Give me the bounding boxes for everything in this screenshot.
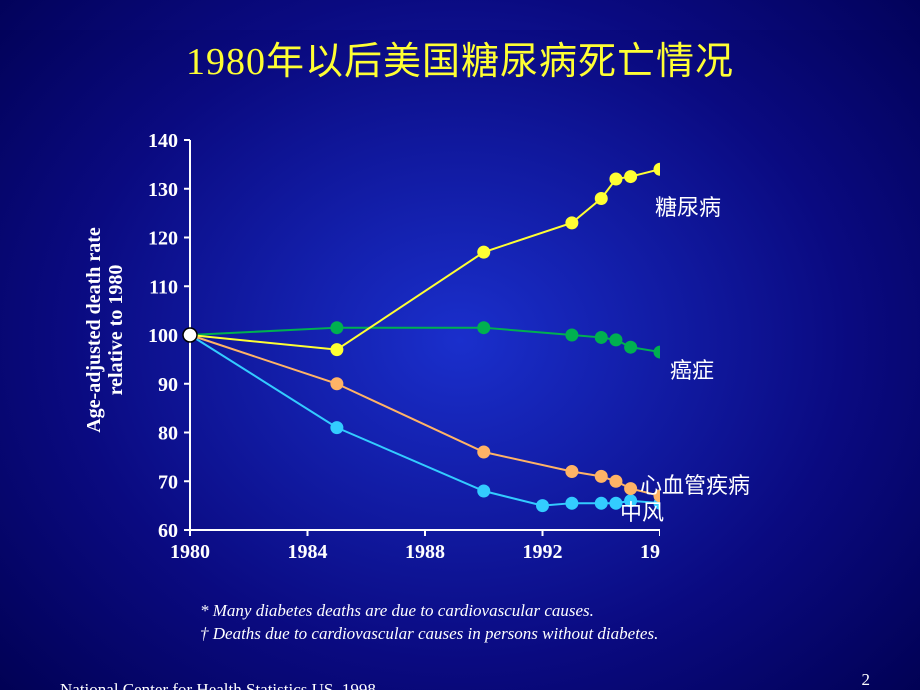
series-label-diabetes: 糖尿病	[655, 190, 721, 222]
svg-text:1992: 1992	[523, 541, 563, 563]
svg-text:90: 90	[158, 374, 178, 396]
citation: National Center for Health Statistics,US…	[60, 680, 376, 690]
chart-container: 60 70 80 90 100 110 120 130 140 1980 1984 1988 1992 1…	[90, 120, 660, 585]
footnotes: * Many diabetes deaths are due to cardio…	[200, 600, 658, 646]
svg-text:110: 110	[149, 276, 178, 298]
footnote-1: * Many diabetes deaths are due to cardio…	[200, 601, 594, 620]
svg-text:140: 140	[148, 130, 178, 152]
svg-text:100: 100	[148, 325, 178, 347]
svg-text:1988: 1988	[405, 541, 445, 563]
svg-text:1996: 1996	[640, 541, 660, 563]
slide-title: 1980年以后美国糖尿病死亡情况	[0, 30, 920, 85]
svg-text:80: 80	[158, 423, 178, 445]
line-chart: 60 70 80 90 100 110 120 130 140 1980 1984 1988 1992 1…	[90, 120, 660, 580]
series-label-stroke: 中风	[620, 495, 664, 527]
footnote-2: † Deaths due to cardiovascular causes in…	[200, 624, 658, 643]
svg-text:1984: 1984	[288, 541, 328, 563]
svg-text:60: 60	[158, 520, 178, 542]
series-label-cancer: 癌症	[670, 353, 714, 385]
svg-text:70: 70	[158, 471, 178, 493]
svg-text:120: 120	[148, 228, 178, 250]
svg-text:1980: 1980	[170, 541, 210, 563]
page-number: 2	[862, 670, 871, 690]
svg-text:130: 130	[148, 179, 178, 201]
